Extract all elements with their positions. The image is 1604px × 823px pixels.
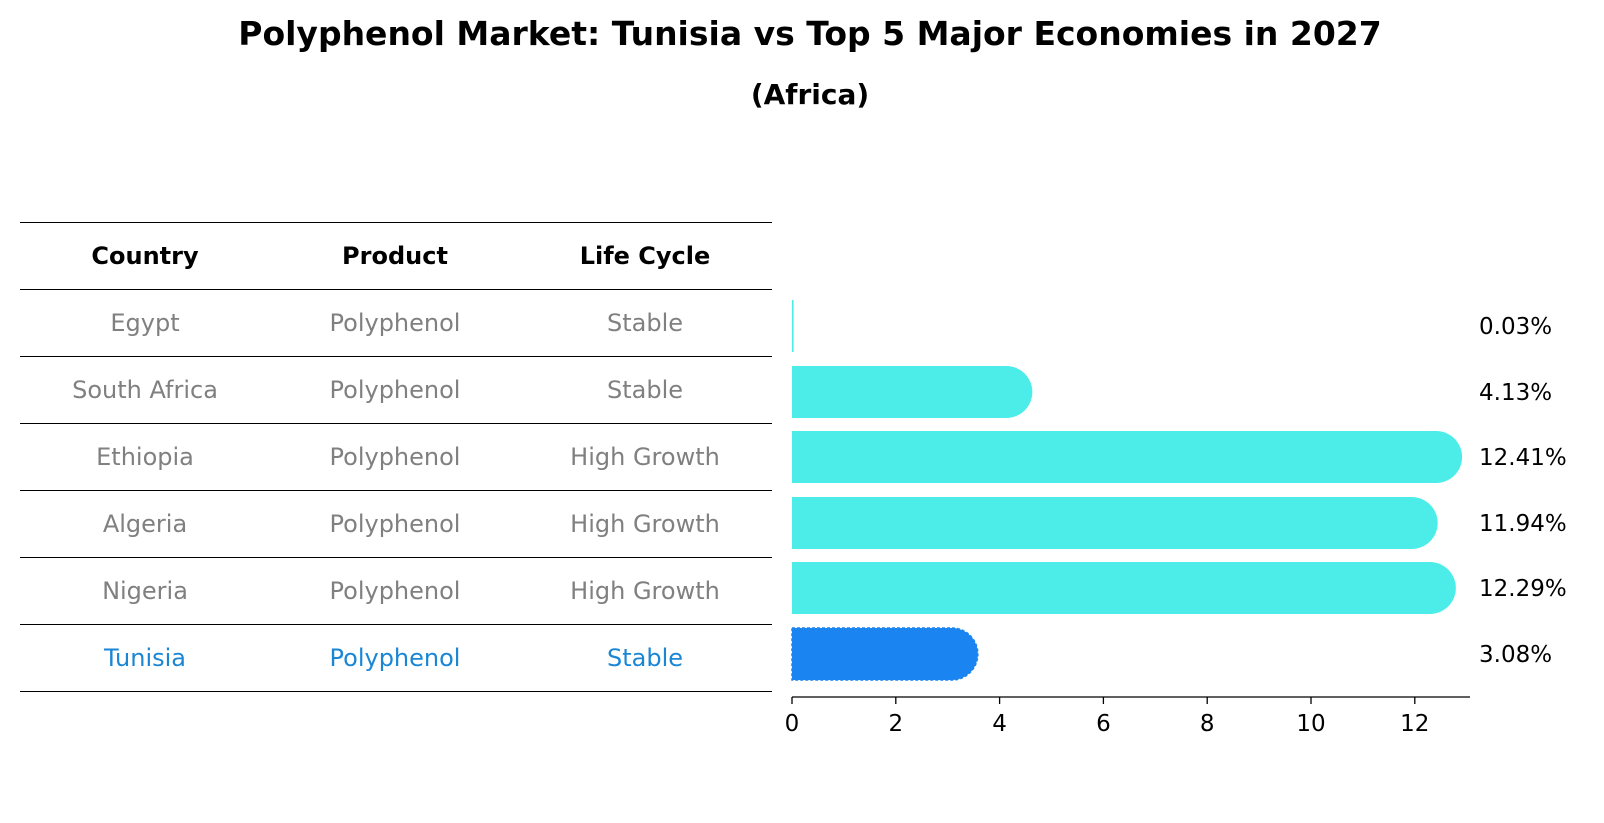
x-tick-label: 10 — [1296, 711, 1325, 737]
cell-life-cycle: Stable — [606, 376, 684, 404]
cell-life-cycle: Stable — [606, 309, 684, 337]
bar — [792, 497, 1438, 549]
cell-country: Nigeria — [102, 577, 188, 605]
table-row: Nigeria Polyphenol High Growth — [20, 557, 772, 624]
x-tick-label: 8 — [1200, 711, 1215, 737]
table-row: Egypt Polyphenol Stable — [20, 289, 772, 356]
header-product: Product — [342, 242, 448, 270]
chart-subtitle: (Africa) — [750, 78, 870, 111]
x-tick-label: 4 — [992, 711, 1007, 737]
x-tick-label: 12 — [1400, 711, 1429, 737]
x-tick-label: 2 — [888, 711, 903, 737]
bar — [792, 300, 794, 352]
table-row: Algeria Polyphenol High Growth — [20, 490, 772, 557]
chart-title: Polyphenol Market: Tunisia vs Top 5 Majo… — [238, 14, 1382, 53]
cell-product: Polyphenol — [329, 577, 461, 605]
cell-country: Algeria — [102, 510, 188, 538]
x-tick-label: 6 — [1096, 711, 1111, 737]
cell-product: Polyphenol — [329, 309, 461, 337]
table-row: Ethiopia Polyphenol High Growth — [20, 423, 772, 490]
value-label: 11.94% — [1479, 511, 1567, 537]
cell-life-cycle: Stable — [606, 644, 684, 672]
value-label: 4.13% — [1479, 380, 1552, 406]
cell-product: Polyphenol — [329, 376, 461, 404]
cell-country: Ethiopia — [96, 443, 194, 471]
bar — [792, 366, 1033, 418]
cell-life-cycle: High Growth — [570, 510, 720, 538]
bar — [792, 431, 1463, 483]
value-label: 12.41% — [1479, 445, 1567, 471]
value-label: 12.29% — [1479, 576, 1567, 602]
cell-product: Polyphenol — [329, 644, 461, 672]
cell-product: Polyphenol — [329, 443, 461, 471]
cell-country: South Africa — [72, 376, 218, 404]
bar-highlighted — [791, 627, 979, 681]
header-life-cycle: Life Cycle — [579, 242, 711, 270]
value-label: 3.08% — [1479, 642, 1552, 668]
header-country: Country — [91, 242, 199, 270]
cell-life-cycle: High Growth — [570, 577, 720, 605]
x-tick-label: 0 — [785, 711, 800, 737]
bar — [792, 562, 1456, 614]
table-header-row: Country Product Life Cycle — [20, 222, 772, 289]
cell-life-cycle: High Growth — [570, 443, 720, 471]
cell-product: Polyphenol — [329, 510, 461, 538]
cell-country: Tunisia — [104, 644, 186, 672]
market-table: Country Product Life Cycle Egypt Polyphe… — [20, 222, 772, 692]
value-label: 0.03% — [1479, 314, 1552, 340]
table-row-highlighted: Tunisia Polyphenol Stable — [20, 624, 772, 692]
table-row: South Africa Polyphenol Stable — [20, 356, 772, 423]
cell-country: Egypt — [110, 309, 180, 337]
